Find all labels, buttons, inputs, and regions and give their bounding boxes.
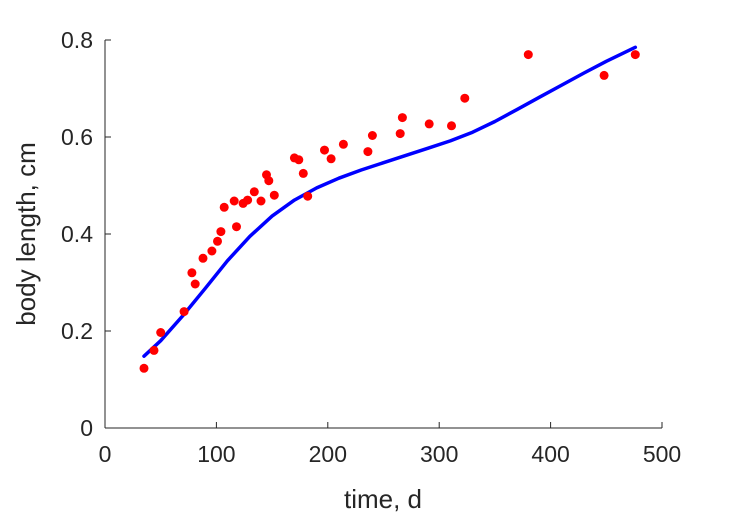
plot-area (139, 45, 640, 373)
y-tick-label: 0 (80, 415, 93, 441)
data-point (338, 139, 348, 149)
x-tick-label: 500 (643, 441, 681, 467)
axes-frame (104, 40, 662, 429)
data-point (149, 345, 159, 355)
data-point (198, 253, 208, 263)
y-tick-label: 0.8 (61, 27, 93, 53)
data-point (326, 154, 336, 164)
data-point (187, 268, 197, 278)
data-point (298, 168, 308, 178)
y-ticks: 0 0.2 0.4 0.6 0.8 (61, 27, 111, 441)
y-tick-label: 0.4 (61, 221, 93, 247)
y-tick-label: 0.2 (61, 318, 93, 344)
data-point (397, 113, 407, 123)
data-point (269, 190, 279, 200)
data-point (207, 246, 217, 256)
data-point (424, 119, 434, 129)
x-axis-title: time, d (344, 484, 422, 514)
data-point (447, 121, 456, 131)
y-tick-label: 0.6 (61, 124, 93, 150)
data-point (216, 227, 226, 237)
data-point (219, 202, 229, 212)
data-point (320, 145, 329, 155)
data-point (229, 196, 239, 206)
data-point (179, 307, 189, 317)
data-point (243, 195, 253, 205)
data-point (294, 155, 304, 165)
data-point (232, 222, 241, 232)
data-point (139, 363, 149, 373)
data-point (213, 236, 222, 246)
x-tick-label: 0 (99, 441, 112, 467)
data-point (599, 70, 609, 80)
x-ticks: 0 100 200 300 400 500 (99, 422, 681, 467)
data-point (523, 50, 533, 60)
x-tick-label: 300 (420, 441, 458, 467)
data-point (249, 187, 259, 197)
data-point (264, 176, 274, 186)
data-point (630, 50, 640, 60)
data-point (460, 93, 470, 103)
data-point (367, 131, 377, 140)
data-point (303, 191, 313, 201)
data-point (395, 129, 405, 139)
x-tick-label: 100 (197, 441, 235, 467)
data-point (156, 328, 166, 337)
x-tick-label: 400 (531, 441, 569, 467)
x-tick-label: 200 (309, 441, 347, 467)
fit-curve-line (142, 45, 638, 358)
data-point (256, 196, 266, 206)
y-axis-title: body length, cm (11, 142, 41, 326)
data-point (190, 279, 200, 289)
data-point (363, 147, 373, 157)
